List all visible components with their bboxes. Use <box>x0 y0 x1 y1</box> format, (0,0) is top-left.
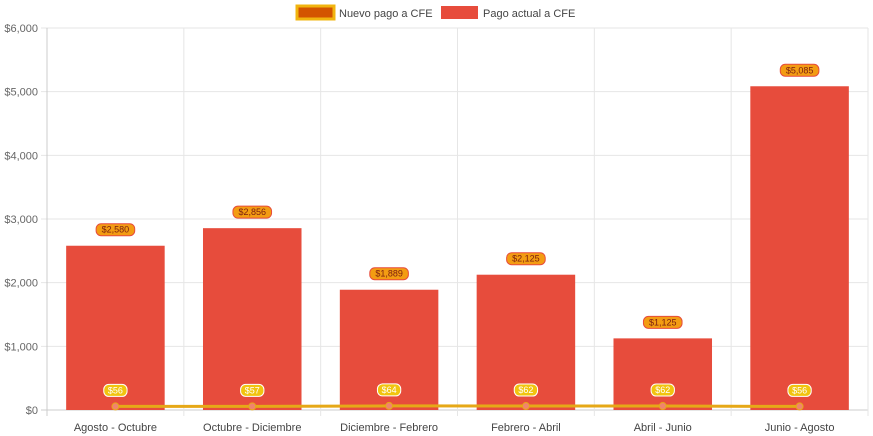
x-tick-label: Diciembre - Febrero <box>340 422 438 434</box>
line-data-label-bg <box>240 383 265 397</box>
line-data-label-text: $62 <box>518 385 533 395</box>
bar-data-label-bg <box>506 252 546 266</box>
line-point <box>795 402 804 411</box>
bar-data-label-text: $2,580 <box>102 225 130 235</box>
bar-data-label: $2,125 <box>506 252 546 266</box>
bar-data-label-text: $2,125 <box>512 254 540 264</box>
line-data-label-text: $62 <box>655 385 670 395</box>
legend-item-nuevo-pago[interactable]: Nuevo pago a CFE <box>295 4 433 21</box>
bar-data-label: $5,085 <box>779 63 820 77</box>
line-data-label: $56 <box>787 383 812 397</box>
line-data-label: $62 <box>650 383 675 397</box>
line-point <box>111 402 120 411</box>
line-point <box>248 402 257 411</box>
line-series <box>111 401 804 411</box>
bar <box>66 245 165 410</box>
bar <box>750 86 849 410</box>
line-data-label: $64 <box>376 383 402 397</box>
line-data-label: $57 <box>240 383 265 397</box>
line-data-label-text: $57 <box>245 385 260 395</box>
line-data-label: $62 <box>513 383 539 397</box>
bar-series <box>66 86 849 410</box>
x-tick-label: Agosto - Octubre <box>74 422 157 434</box>
bar-data-label: $1,125 <box>642 315 683 329</box>
bar <box>202 228 302 410</box>
bar <box>613 338 713 410</box>
grid <box>41 27 869 416</box>
legend-item-pago-actual[interactable]: Pago actual a CFE <box>441 6 575 20</box>
bar-data-label: $2,580 <box>95 223 136 237</box>
line-path <box>115 404 800 408</box>
line-point <box>385 401 394 410</box>
y-tick-label: $4,000 <box>4 150 38 162</box>
x-tick-label: Octubre - Diciembre <box>203 422 301 434</box>
x-tick-label: Febrero - Abril <box>491 422 561 434</box>
line-point <box>521 402 530 411</box>
axes: $0 $1,000 $2,000 $3,000 $4,000 $5,000 $6,000 Ag… <box>4 23 834 434</box>
bar-data-label-bg <box>779 63 820 77</box>
bar-data-label-text: $1,125 <box>649 317 677 327</box>
bar-data-label-text: $2,856 <box>238 207 266 217</box>
line-data-label-text: $56 <box>108 385 123 395</box>
line-data-label-bg <box>103 383 128 397</box>
line-data-label-text: $64 <box>382 385 397 395</box>
bar-data-label-bg <box>369 267 409 281</box>
y-tick-label: $0 <box>26 405 38 417</box>
line-data-label-bg <box>513 383 539 397</box>
line-data-label-bg <box>376 383 402 397</box>
bar-data-label-bg <box>95 223 136 237</box>
y-tick-label: $3,000 <box>4 214 38 226</box>
x-tick-label: Abril - Junio <box>634 422 692 434</box>
legend-label-nuevo-pago: Nuevo pago a CFE <box>339 8 433 20</box>
legend-label-pago-actual: Pago actual a CFE <box>483 8 575 20</box>
legend-swatch-pago-actual <box>441 6 478 19</box>
bar-data-label-text: $5,085 <box>786 65 814 75</box>
y-tick-label: $5,000 <box>4 87 38 99</box>
bar-data-label-text: $1,889 <box>375 269 403 279</box>
y-tick-label: $1,000 <box>4 341 38 353</box>
line-point <box>658 402 667 411</box>
legend[interactable]: Nuevo pago a CFE Pago actual a CFE <box>295 4 575 21</box>
bar-data-label-bg <box>642 315 683 329</box>
line-data-label-bg <box>787 383 812 397</box>
line-data-label: $56 <box>103 383 128 397</box>
line-data-label-text: $56 <box>792 385 807 395</box>
x-tick-label: Junio - Agosto <box>765 422 835 434</box>
bar-data-label: $1,889 <box>369 267 409 281</box>
bar-data-label: $2,856 <box>232 205 273 219</box>
legend-swatch-nuevo-pago <box>295 4 336 21</box>
data-labels: $2,580 $2,856 $1,889 $2,125 $1,125 $5,085 $56 $… <box>95 63 820 397</box>
line-data-label-bg <box>650 383 675 397</box>
y-tick-label: $2,000 <box>4 278 38 290</box>
y-tick-label: $6,000 <box>4 23 38 35</box>
bar-data-label-bg <box>232 205 273 219</box>
